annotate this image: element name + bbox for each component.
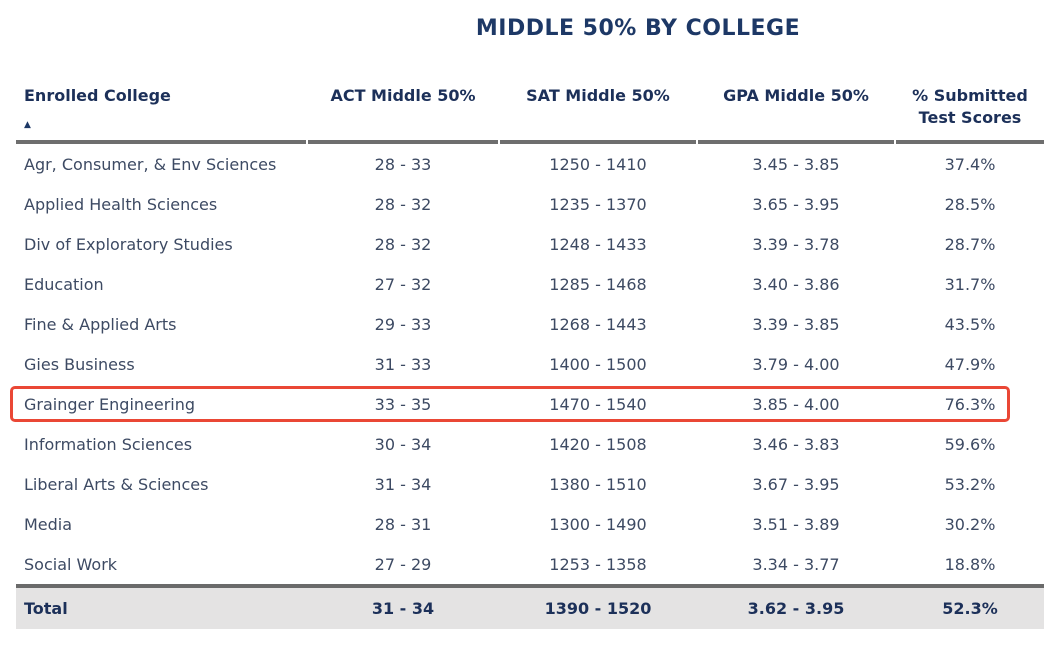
cell-sat: 1235 - 1370	[549, 194, 647, 214]
cell-pct-submitted: 28.5%	[944, 194, 996, 214]
cell-sat: 1253 - 1358	[549, 554, 647, 574]
cell-college: Education	[24, 274, 104, 294]
column-header-label: Enrolled College	[24, 86, 171, 105]
cell-college: Gies Business	[24, 354, 135, 374]
cell-gpa: 3.40 - 3.86	[752, 274, 840, 294]
cell-pct-submitted: 31.7%	[944, 274, 996, 294]
table-body: Agr, Consumer, & Env Sciences 28 - 33 1250…	[10, 144, 1046, 584]
cell-college: Applied Health Sciences	[24, 194, 218, 214]
column-header-act[interactable]: ACT Middle 50%	[308, 85, 498, 144]
cell-pct-submitted: 30.2%	[944, 514, 996, 534]
cell-act: 31 - 33	[374, 354, 432, 374]
total-label: Total	[24, 599, 68, 618]
cell-act: 28 - 32	[374, 234, 432, 254]
cell-college: Liberal Arts & Sciences	[24, 474, 209, 494]
table-row: Gies Business 31 - 33 1400 - 1500 3.79 - 4.…	[16, 344, 1044, 384]
cell-pct-submitted: 76.3%	[944, 394, 996, 414]
cell-act: 28 - 31	[374, 514, 432, 534]
table-row: Social Work 27 - 29 1253 - 1358 3.34 - 3.77…	[16, 544, 1044, 584]
cell-sat: 1250 - 1410	[549, 154, 647, 174]
cell-act: 28 - 32	[374, 194, 432, 214]
cell-sat: 1248 - 1433	[549, 234, 647, 254]
cell-college: Fine & Applied Arts	[24, 314, 177, 334]
cell-college: Social Work	[24, 554, 118, 574]
cell-act: 27 - 29	[374, 554, 432, 574]
cell-gpa: 3.34 - 3.77	[752, 554, 840, 574]
page-title: MIDDLE 50% BY COLLEGE	[475, 16, 801, 41]
cell-sat: 1420 - 1508	[549, 434, 647, 454]
table-row: Agr, Consumer, & Env Sciences 28 - 33 1250…	[16, 144, 1044, 184]
cell-pct-submitted: 37.4%	[944, 154, 996, 174]
cell-gpa: 3.39 - 3.78	[752, 234, 840, 254]
table-row-highlighted: Grainger Engineering 33 - 35 1470 - 1540 3.…	[10, 384, 1044, 424]
cell-college: Media	[24, 514, 73, 534]
cell-act: 29 - 33	[374, 314, 432, 334]
cell-gpa: 3.45 - 3.85	[752, 154, 840, 174]
total-act-value: 31 - 34	[371, 599, 435, 618]
cell-college: Grainger Engineering	[24, 394, 196, 414]
cell-pct-submitted: 28.7%	[944, 234, 996, 254]
cell-gpa: 3.85 - 4.00	[752, 394, 840, 414]
table-row: Media 28 - 31 1300 - 1490 3.51 - 3.89 30.2%	[16, 504, 1044, 544]
table-row: Fine & Applied Arts 29 - 33 1268 - 1443 3.3…	[16, 304, 1044, 344]
cell-act: 27 - 32	[374, 274, 432, 294]
cell-pct-submitted: 53.2%	[944, 474, 996, 494]
table-row: Liberal Arts & Sciences 31 - 34 1380 - 151…	[16, 464, 1044, 504]
cell-sat: 1400 - 1500	[549, 354, 647, 374]
cell-gpa: 3.65 - 3.95	[752, 194, 840, 214]
total-gpa-value: 3.62 - 3.95	[747, 599, 845, 618]
table-row: Div of Exploratory Studies 28 - 32 1248 - …	[16, 224, 1044, 264]
column-header-enrolled-college[interactable]: Enrolled College ▲	[16, 85, 306, 144]
cell-act: 33 - 35	[374, 394, 432, 414]
sort-ascending-icon: ▲	[24, 119, 31, 130]
cell-pct-submitted: 47.9%	[944, 354, 996, 374]
cell-act: 30 - 34	[374, 434, 432, 454]
table-row: Information Sciences 30 - 34 1420 - 1508 3.…	[16, 424, 1044, 464]
cell-act: 28 - 33	[374, 154, 432, 174]
cell-sat: 1268 - 1443	[549, 314, 647, 334]
column-header-pct-submitted[interactable]: % Submitted Test Scores	[896, 85, 1044, 144]
cell-gpa: 3.46 - 3.83	[752, 434, 840, 454]
column-header-sat[interactable]: SAT Middle 50%	[500, 85, 696, 144]
cell-sat: 1300 - 1490	[549, 514, 647, 534]
cell-gpa: 3.51 - 3.89	[752, 514, 840, 534]
cell-gpa: 3.79 - 4.00	[752, 354, 840, 374]
cell-act: 31 - 34	[374, 474, 432, 494]
cell-pct-submitted: 43.5%	[944, 314, 996, 334]
table-header-row: Enrolled College ▲ ACT Middle 50% SAT Mi…	[16, 85, 1044, 144]
cell-sat: 1285 - 1468	[549, 274, 647, 294]
cell-gpa: 3.39 - 3.85	[752, 314, 840, 334]
cell-pct-submitted: 59.6%	[944, 434, 996, 454]
table-row: Education 27 - 32 1285 - 1468 3.40 - 3.86 31…	[16, 264, 1044, 304]
cell-college: Div of Exploratory Studies	[24, 234, 233, 254]
cell-pct-submitted: 18.8%	[944, 554, 996, 574]
total-pct-value: 52.3%	[942, 599, 998, 618]
table-total-row: Total 31 - 34 1390 - 1520 3.62 - 3.95 52…	[16, 584, 1044, 629]
total-sat-value: 1390 - 1520	[544, 599, 652, 618]
cell-college: Agr, Consumer, & Env Sciences	[24, 154, 277, 174]
cell-gpa: 3.67 - 3.95	[752, 474, 840, 494]
cell-sat: 1470 - 1540	[549, 394, 647, 414]
dashboard-table-view: MIDDLE 50% BY COLLEGE Enrolled College ▲…	[10, 16, 1046, 629]
cell-college: Information Sciences	[24, 434, 193, 454]
table-row: Applied Health Sciences 28 - 32 1235 - 137…	[16, 184, 1044, 224]
column-header-gpa[interactable]: GPA Middle 50%	[698, 85, 894, 144]
cell-sat: 1380 - 1510	[549, 474, 647, 494]
